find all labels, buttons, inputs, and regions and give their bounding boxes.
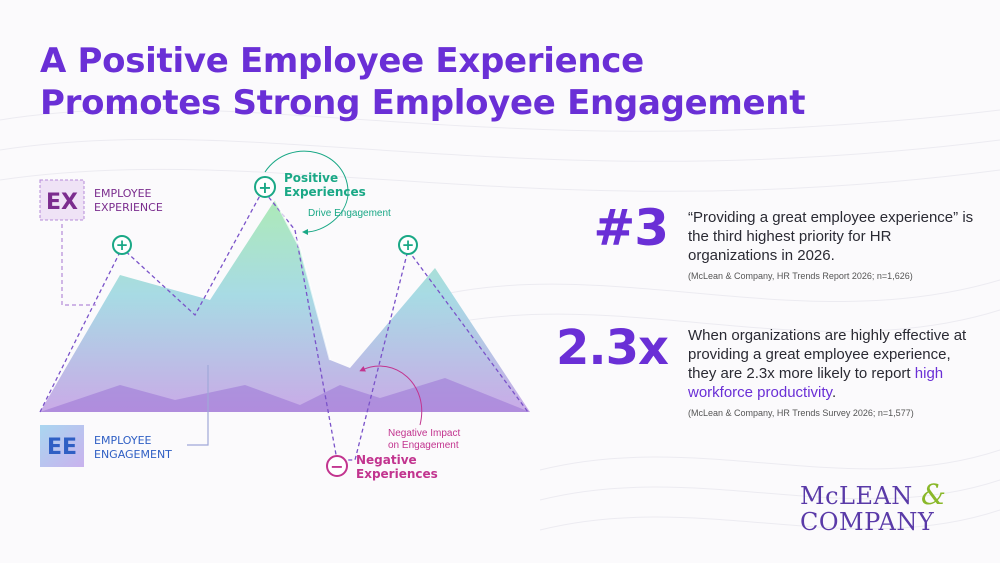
negative-experiences-line-2: Experiences	[356, 467, 438, 481]
page-title: A Positive Employee Experience Promotes …	[40, 40, 805, 124]
stat-productivity-text-main: When organizations are highly effective …	[688, 327, 967, 382]
ex-ee-mountain-diagram: EX EMPLOYEE EXPERIENCE EE EMPLOYEE ENGAG…	[39, 150, 530, 481]
logo-line-2: COMPANY	[800, 508, 935, 536]
negative-experiences-line-1: Negative	[356, 453, 417, 467]
ee-label-line-2: ENGAGEMENT	[94, 448, 172, 461]
ex-label-line-2: EXPERIENCE	[94, 201, 163, 214]
negative-impact-line-2: on Engagement	[388, 440, 459, 451]
engagement-mountain	[40, 200, 530, 412]
ex-label-line-1: EMPLOYEE	[94, 187, 152, 200]
positive-experiences-line-1: Positive	[284, 171, 338, 185]
stat-priority-text: “Providing a great employee experience” …	[688, 209, 974, 264]
plus-icon: +	[254, 176, 276, 198]
svg-text:+: +	[402, 236, 415, 254]
svg-text:−: −	[330, 457, 343, 476]
stat-productivity-multiplier: 2.3x	[556, 320, 669, 376]
engagement-base-band	[40, 378, 530, 412]
minus-icon: −	[326, 455, 348, 477]
drive-engagement-label: Drive Engagement	[308, 208, 391, 219]
ee-connector-line	[187, 365, 209, 446]
ex-abbreviation: EX	[46, 190, 78, 215]
svg-text:+: +	[116, 236, 129, 254]
title-line-1: A Positive Employee Experience	[40, 41, 644, 81]
plus-icon: +	[398, 235, 418, 255]
stat-priority-rank: #3	[593, 199, 669, 257]
plus-icon: +	[112, 235, 132, 255]
stat-productivity-text-end: .	[831, 384, 837, 401]
stat-productivity-source: (McLean & Company, HR Trends Survey 2026…	[688, 408, 914, 418]
negative-impact-line-1: Negative Impact	[388, 428, 460, 439]
negative-impact-arrow	[359, 365, 423, 426]
mclean-company-logo: McLEAN & COMPANY	[800, 478, 980, 536]
drive-engagement-arrow	[264, 150, 349, 235]
stat-priority-source: (McLean & Company, HR Trends Report 2026…	[688, 271, 913, 281]
logo-line-1: McLEAN &	[800, 478, 947, 511]
ee-label-line-1: EMPLOYEE	[94, 434, 152, 447]
title-line-2: Promotes Strong Employee Engagement	[40, 83, 806, 123]
svg-text:+: +	[258, 178, 271, 197]
positive-experiences-line-2: Experiences	[284, 185, 366, 199]
stat-productivity-highlight: high workforce productivity	[688, 365, 944, 401]
ex-box	[39, 179, 85, 221]
ex-connector-line	[61, 224, 96, 306]
stat-productivity-text: When organizations are highly effective …	[688, 326, 978, 402]
ee-box	[40, 425, 84, 467]
ee-abbreviation: EE	[47, 435, 77, 460]
